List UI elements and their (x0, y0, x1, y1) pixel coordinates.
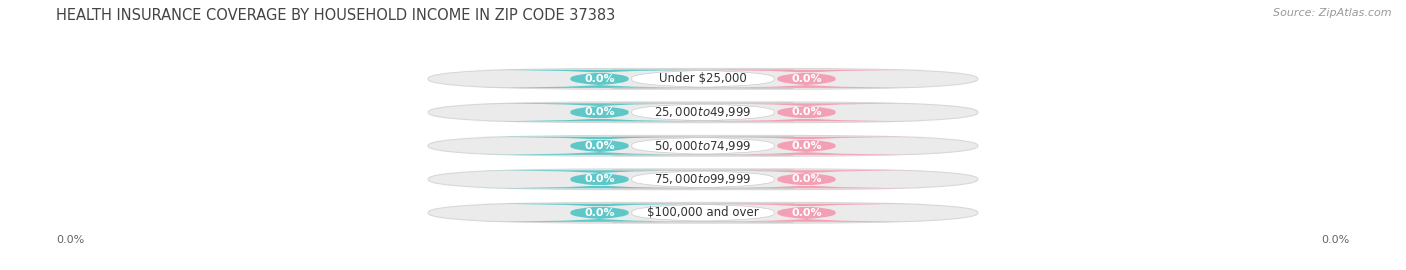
FancyBboxPatch shape (429, 202, 979, 223)
Text: 0.0%: 0.0% (585, 174, 614, 184)
FancyBboxPatch shape (467, 103, 733, 121)
FancyBboxPatch shape (613, 136, 793, 155)
FancyBboxPatch shape (673, 170, 939, 188)
Text: 0.0%: 0.0% (585, 208, 614, 218)
FancyBboxPatch shape (467, 170, 733, 188)
FancyBboxPatch shape (429, 169, 979, 190)
Text: $100,000 and over: $100,000 and over (647, 206, 759, 219)
FancyBboxPatch shape (429, 102, 979, 123)
FancyBboxPatch shape (673, 103, 939, 121)
FancyBboxPatch shape (429, 136, 979, 156)
Text: 0.0%: 0.0% (56, 235, 84, 245)
Text: 0.0%: 0.0% (792, 208, 821, 218)
FancyBboxPatch shape (613, 170, 793, 189)
Text: $75,000 to $99,999: $75,000 to $99,999 (654, 172, 752, 186)
Text: $50,000 to $74,999: $50,000 to $74,999 (654, 139, 752, 153)
FancyBboxPatch shape (613, 203, 793, 222)
Text: 0.0%: 0.0% (1322, 235, 1350, 245)
Text: 0.0%: 0.0% (792, 107, 821, 117)
Text: 0.0%: 0.0% (792, 74, 821, 84)
FancyBboxPatch shape (467, 70, 733, 88)
Text: 0.0%: 0.0% (585, 141, 614, 151)
FancyBboxPatch shape (467, 137, 733, 155)
Text: 0.0%: 0.0% (585, 107, 614, 117)
Text: Source: ZipAtlas.com: Source: ZipAtlas.com (1274, 8, 1392, 18)
Text: 0.0%: 0.0% (585, 74, 614, 84)
FancyBboxPatch shape (613, 69, 793, 88)
FancyBboxPatch shape (467, 204, 733, 222)
Text: Under $25,000: Under $25,000 (659, 72, 747, 85)
Text: 0.0%: 0.0% (792, 174, 821, 184)
Text: HEALTH INSURANCE COVERAGE BY HOUSEHOLD INCOME IN ZIP CODE 37383: HEALTH INSURANCE COVERAGE BY HOUSEHOLD I… (56, 8, 616, 23)
Text: 0.0%: 0.0% (792, 141, 821, 151)
FancyBboxPatch shape (429, 69, 979, 89)
Text: $25,000 to $49,999: $25,000 to $49,999 (654, 105, 752, 119)
FancyBboxPatch shape (673, 70, 939, 88)
FancyBboxPatch shape (673, 137, 939, 155)
FancyBboxPatch shape (613, 103, 793, 122)
FancyBboxPatch shape (673, 204, 939, 222)
